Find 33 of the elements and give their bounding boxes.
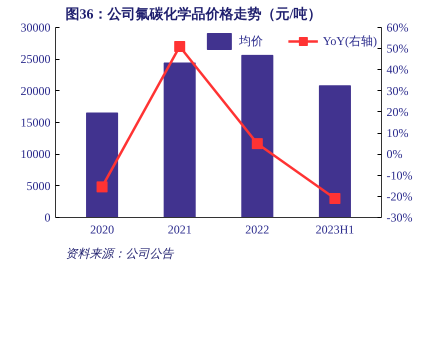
y2-tick-label: -30% [386,210,412,224]
text: 资料来源：公司公告 [66,246,174,260]
y2-tick-label: 0% [386,147,402,162]
y2-tick-label: 50% [386,42,408,56]
legend-label: YoY(右轴) [322,32,377,50]
x-tick-label: 2022 [245,222,270,236]
y-tick-label: 25000 [20,52,50,66]
point [174,41,186,52]
y-tick-label: 5000 [26,178,50,193]
bar [241,54,274,218]
y2-tick-label: 40% [386,62,408,77]
legend-label: 均价 [238,32,263,50]
y2-tick-label: 30% [386,84,408,98]
y2-tick-label: -10% [386,168,412,182]
y2-tick-label: 10% [386,126,408,140]
y-tick-label: 15000 [20,116,50,130]
x-tick-label: 2021 [168,222,192,236]
y-tick-label: 30000 [20,20,50,34]
y2-tick-label: -20% [386,189,412,204]
x-tick-label: 2020 [90,222,114,236]
chart-title: 图36：公司氟碳化学品价格走势（元/吨） [66,6,322,22]
y-tick-label: 20000 [20,84,50,98]
point [96,181,108,192]
point [252,138,263,150]
y-tick-label: 0 [44,210,50,224]
bar [164,62,196,218]
bar [86,112,118,218]
y2-tick-label: 20% [386,104,408,119]
bar [318,85,351,218]
y-tick-label: 10000 [20,147,50,162]
x-tick-label: 2023H1 [316,222,354,236]
point [329,193,340,204]
y2-tick-label: 60% [386,20,408,34]
